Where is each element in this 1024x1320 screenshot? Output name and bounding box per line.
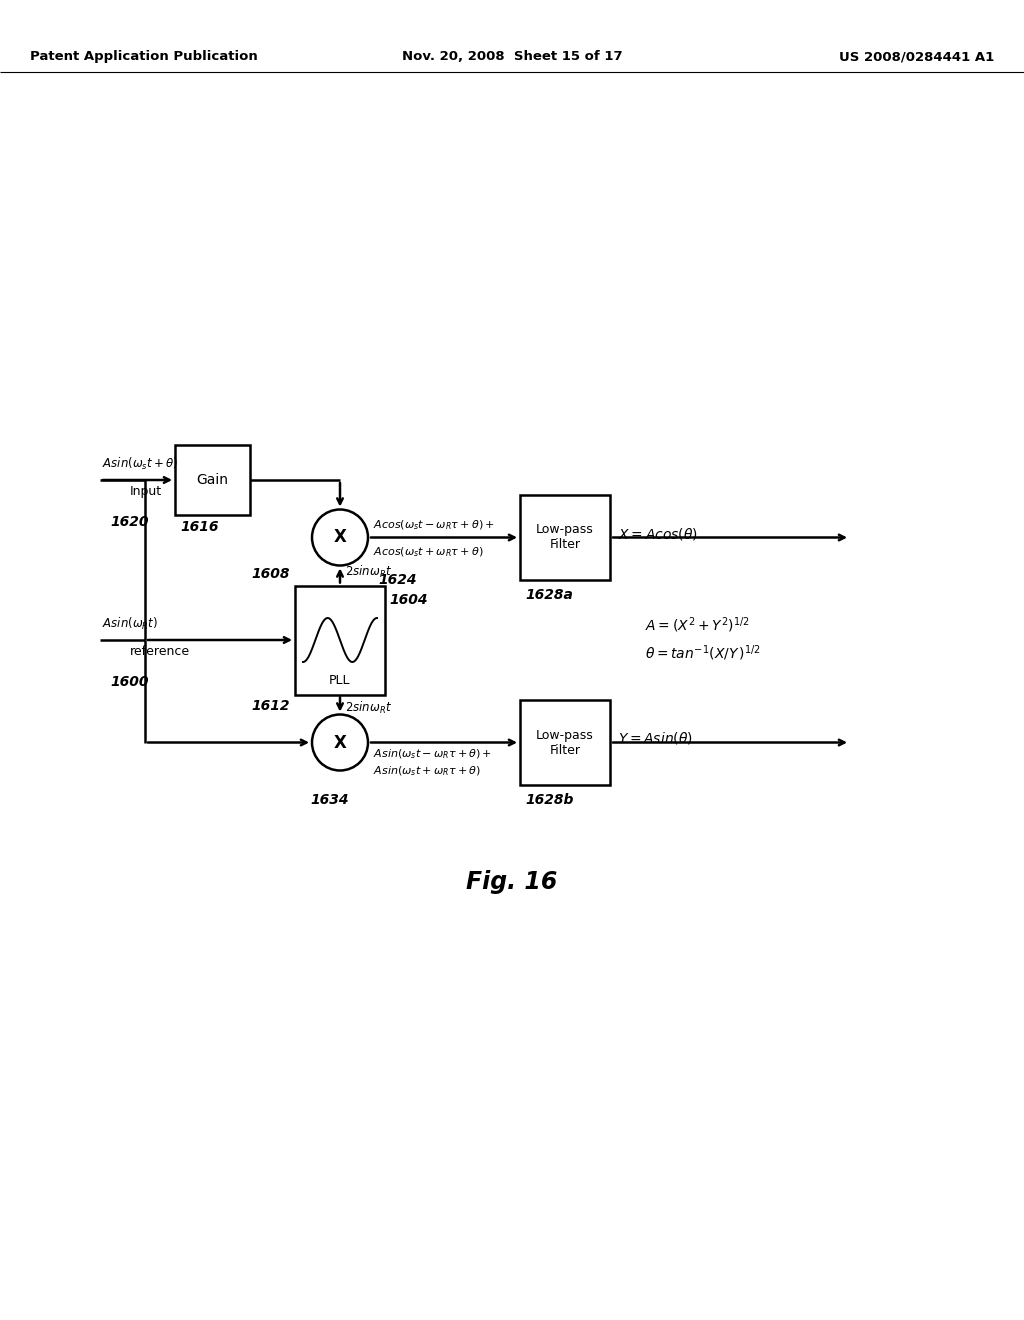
Text: 1600: 1600	[110, 675, 148, 689]
Text: $Asin(\omega_R t)$: $Asin(\omega_R t)$	[102, 616, 158, 632]
Text: 1634: 1634	[310, 792, 349, 807]
Text: Low-pass
Filter: Low-pass Filter	[537, 524, 594, 552]
Text: 1612: 1612	[252, 700, 290, 714]
Text: 1628a: 1628a	[525, 587, 572, 602]
Text: $Acos(\omega_s t + \omega_R\tau +\theta)$: $Acos(\omega_s t + \omega_R\tau +\theta)…	[373, 545, 483, 560]
Text: 1628b: 1628b	[525, 793, 573, 807]
Text: Patent Application Publication: Patent Application Publication	[30, 50, 258, 63]
Circle shape	[312, 510, 368, 565]
Text: Low-pass
Filter: Low-pass Filter	[537, 729, 594, 756]
Text: $\theta = tan^{-1}(X/Y\,)^{1/2}$: $\theta = tan^{-1}(X/Y\,)^{1/2}$	[645, 643, 761, 663]
Text: $Asin(\omega_s t+\theta)$: $Asin(\omega_s t+\theta)$	[102, 455, 178, 473]
Text: $Asin(\omega_s t - \omega_R\tau +\theta)+$: $Asin(\omega_s t - \omega_R\tau +\theta)…	[373, 747, 492, 762]
Text: Input: Input	[130, 484, 162, 498]
Text: X: X	[334, 528, 346, 546]
Text: reference: reference	[130, 645, 190, 657]
Text: $A = (X^2 + Y^2)^{1/2}$: $A = (X^2 + Y^2)^{1/2}$	[645, 615, 750, 635]
Text: US 2008/0284441 A1: US 2008/0284441 A1	[839, 50, 994, 63]
Text: 1620: 1620	[110, 515, 148, 529]
Text: $Y = Asin(\theta)$: $Y = Asin(\theta)$	[618, 730, 693, 747]
Text: $Asin(\omega_s t + \omega_R\tau +\theta)$: $Asin(\omega_s t + \omega_R\tau +\theta)…	[373, 764, 481, 777]
Text: $Acos(\omega_s t - \omega_R\tau +\theta)+$: $Acos(\omega_s t - \omega_R\tau +\theta)…	[373, 519, 495, 532]
Text: Fig. 16: Fig. 16	[466, 870, 558, 894]
Text: X: X	[334, 734, 346, 751]
Text: Gain: Gain	[197, 473, 228, 487]
Text: PLL: PLL	[330, 673, 351, 686]
Text: 1624: 1624	[378, 573, 417, 586]
Text: 1608: 1608	[252, 566, 290, 581]
Text: 1616: 1616	[180, 520, 218, 535]
Bar	[295, 586, 385, 694]
Bar	[520, 700, 610, 785]
Text: Nov. 20, 2008  Sheet 15 of 17: Nov. 20, 2008 Sheet 15 of 17	[401, 50, 623, 63]
Bar	[520, 495, 610, 579]
Text: $2sin\omega_R t$: $2sin\omega_R t$	[345, 565, 392, 581]
Text: $X = Acos(\theta)$: $X = Acos(\theta)$	[618, 525, 698, 541]
Bar	[175, 445, 250, 515]
Text: 1604: 1604	[389, 594, 427, 607]
Circle shape	[312, 714, 368, 771]
Text: $2sin\omega_R t$: $2sin\omega_R t$	[345, 700, 392, 715]
